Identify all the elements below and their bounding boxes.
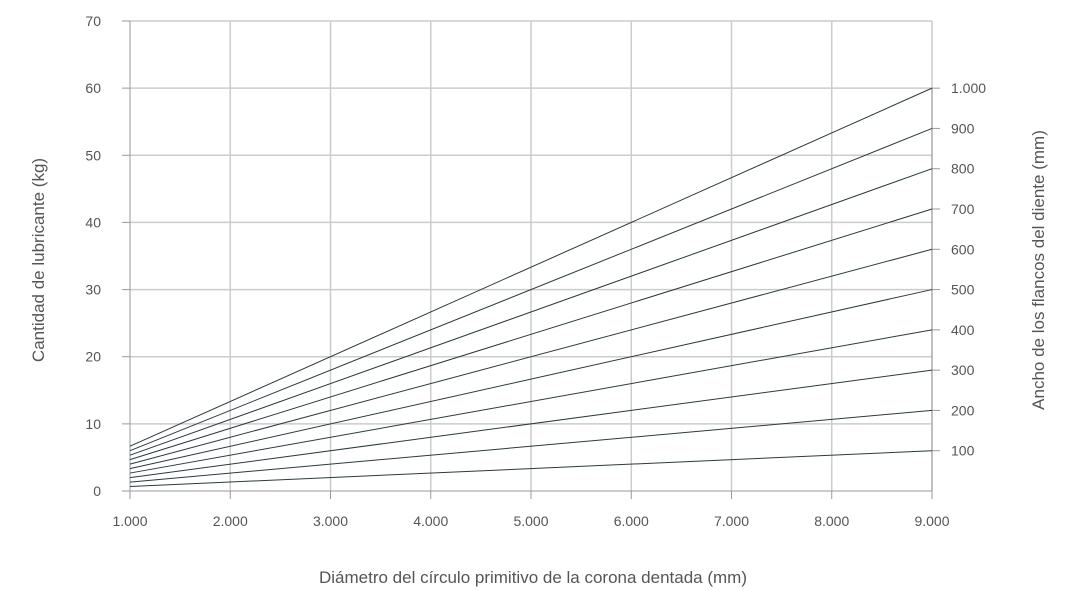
- right-tick-label: 100: [951, 443, 975, 459]
- x-tick-label: 8.000: [814, 513, 849, 529]
- x-tick-label: 9.000: [914, 513, 949, 529]
- right-tick-label: 200: [951, 402, 975, 418]
- x-tick-label: 3.000: [313, 513, 348, 529]
- y-tick-label: 10: [85, 416, 101, 432]
- x-tick-label: 7.000: [714, 513, 749, 529]
- y-tick-label: 20: [85, 349, 101, 365]
- x-tick-labels: 1.000 2.000 3.000 4.000 5.000 6.000 7.000 8.000…: [112, 513, 949, 529]
- right-tick-label: 1.000: [951, 80, 986, 96]
- right-tick-label: 800: [951, 161, 975, 177]
- right-tick-label: 500: [951, 282, 975, 298]
- y-tick-label: 0: [93, 483, 101, 499]
- y-tick-label: 70: [85, 13, 101, 29]
- y-tick-labels: 0 10 20 30 40 50 60 70: [85, 13, 101, 499]
- right-tick-label: 400: [951, 322, 975, 338]
- right-tick-label: 600: [951, 241, 975, 257]
- y-tick-label: 30: [85, 282, 101, 298]
- right-axis-title: Ancho de los flancos del diente (mm): [1029, 130, 1048, 410]
- grid: [130, 21, 932, 491]
- y-tick-label: 50: [85, 147, 101, 163]
- y-tick-label: 60: [85, 80, 101, 96]
- x-tick-label: 5.000: [513, 513, 548, 529]
- x-tick-label: 6.000: [614, 513, 649, 529]
- x-axis-title: Diámetro del círculo primitivo de la cor…: [319, 568, 747, 587]
- x-tick-label: 4.000: [413, 513, 448, 529]
- x-tick-label: 1.000: [112, 513, 147, 529]
- right-tick-label: 300: [951, 362, 975, 378]
- x-tick-label: 2.000: [213, 513, 248, 529]
- y-tick-label: 40: [85, 214, 101, 230]
- right-tick-labels: 100 200 300 400 500 600 700 800 900 1.000: [951, 80, 986, 459]
- y-axis-title: Cantidad de lubricante (kg): [29, 158, 48, 362]
- right-tick-label: 900: [951, 120, 975, 136]
- right-tick-label: 700: [951, 201, 975, 217]
